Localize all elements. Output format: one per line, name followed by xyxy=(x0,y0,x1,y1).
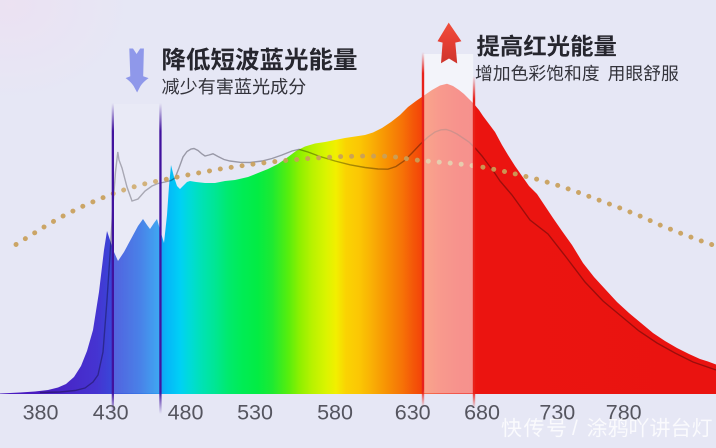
svg-text:730: 730 xyxy=(539,401,575,425)
svg-text:530: 530 xyxy=(237,401,273,425)
svg-text:580: 580 xyxy=(317,401,353,425)
svg-text:380: 380 xyxy=(23,401,59,425)
svg-text:/: / xyxy=(572,417,578,440)
svg-text:680: 680 xyxy=(464,401,500,425)
svg-text:430: 430 xyxy=(93,401,129,425)
svg-text:630: 630 xyxy=(395,401,431,425)
svg-text:480: 480 xyxy=(168,401,204,425)
